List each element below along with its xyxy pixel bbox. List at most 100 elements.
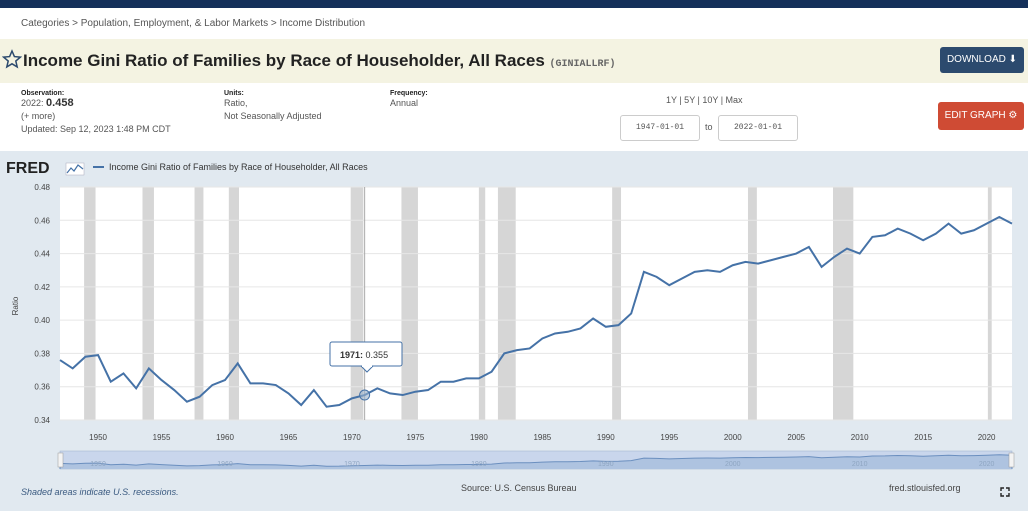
data-point[interactable] bbox=[553, 331, 558, 336]
data-point[interactable] bbox=[756, 261, 761, 266]
data-point[interactable] bbox=[616, 323, 621, 328]
data-point[interactable] bbox=[578, 326, 583, 331]
data-point[interactable] bbox=[629, 311, 634, 316]
data-point[interactable] bbox=[83, 354, 88, 359]
data-point[interactable] bbox=[286, 391, 291, 396]
recession-band bbox=[194, 187, 204, 420]
data-point[interactable] bbox=[108, 379, 113, 384]
data-point[interactable] bbox=[349, 396, 354, 401]
data-point[interactable] bbox=[781, 254, 786, 259]
data-point[interactable] bbox=[844, 246, 849, 251]
data-point[interactable] bbox=[413, 389, 418, 394]
data-point[interactable] bbox=[400, 393, 405, 398]
fullscreen-icon[interactable] bbox=[1000, 487, 1010, 497]
data-point[interactable] bbox=[667, 283, 672, 288]
data-point[interactable] bbox=[641, 269, 646, 274]
data-point[interactable] bbox=[388, 391, 393, 396]
navigator-left-handle[interactable] bbox=[57, 452, 64, 468]
data-point[interactable] bbox=[692, 269, 697, 274]
data-point[interactable] bbox=[70, 366, 75, 371]
data-point[interactable] bbox=[603, 324, 608, 329]
download-button[interactable]: DOWNLOAD ⬇ bbox=[940, 47, 1024, 73]
data-point[interactable] bbox=[819, 264, 824, 269]
data-point[interactable] bbox=[654, 274, 659, 279]
recession-note: Shaded areas indicate U.S. recessions. bbox=[21, 487, 179, 497]
y-tick-label: 0.42 bbox=[34, 283, 50, 292]
data-point[interactable] bbox=[806, 244, 811, 249]
data-point[interactable] bbox=[337, 403, 342, 408]
data-point[interactable] bbox=[730, 263, 735, 268]
data-point[interactable] bbox=[426, 388, 431, 393]
data-point[interactable] bbox=[324, 404, 329, 409]
data-point[interactable] bbox=[464, 376, 469, 381]
data-point[interactable] bbox=[870, 234, 875, 239]
data-point[interactable] bbox=[159, 378, 164, 383]
navigator-right-handle[interactable] bbox=[1008, 452, 1015, 468]
updated-text: Updated: Sep 12, 2023 1:48 PM CDT bbox=[21, 124, 171, 134]
site-link[interactable]: fred.stlouisfed.org bbox=[889, 483, 961, 493]
data-point[interactable] bbox=[261, 381, 266, 386]
data-point[interactable] bbox=[248, 381, 253, 386]
data-point[interactable] bbox=[832, 254, 837, 259]
data-point[interactable] bbox=[971, 228, 976, 233]
series-line[interactable] bbox=[59, 215, 1013, 408]
data-point[interactable] bbox=[933, 231, 938, 236]
range-links[interactable]: 1Y | 5Y | 10Y | Max bbox=[666, 95, 743, 105]
x-tick-label: 1985 bbox=[533, 433, 551, 442]
data-point[interactable] bbox=[921, 238, 926, 243]
data-point[interactable] bbox=[984, 221, 989, 226]
data-point[interactable] bbox=[705, 268, 710, 273]
data-point[interactable] bbox=[438, 379, 443, 384]
recession-band bbox=[987, 187, 992, 420]
data-point[interactable] bbox=[299, 403, 304, 408]
data-point[interactable] bbox=[591, 316, 596, 321]
start-date-input[interactable]: 1947-01-01 bbox=[620, 115, 700, 141]
data-point[interactable] bbox=[768, 258, 773, 263]
data-point[interactable] bbox=[527, 346, 532, 351]
more-link[interactable]: (+ more) bbox=[21, 111, 56, 121]
data-point[interactable] bbox=[451, 379, 456, 384]
data-point[interactable] bbox=[210, 383, 215, 388]
data-point[interactable] bbox=[565, 329, 570, 334]
breadcrumb[interactable]: Categories > Population, Employment, & L… bbox=[21, 18, 366, 29]
data-point[interactable] bbox=[743, 259, 748, 264]
data-point[interactable] bbox=[946, 221, 951, 226]
data-point[interactable] bbox=[1010, 221, 1015, 226]
data-point[interactable] bbox=[883, 233, 888, 238]
data-point[interactable] bbox=[718, 269, 723, 274]
line-chart[interactable]: FRED Income Gini Ratio of Families by Ra… bbox=[0, 151, 1028, 511]
y-tick-label: 0.44 bbox=[34, 250, 50, 259]
data-point[interactable] bbox=[857, 251, 862, 256]
star-icon[interactable] bbox=[2, 49, 22, 69]
data-point[interactable] bbox=[121, 371, 126, 376]
fred-logo-icon bbox=[65, 162, 85, 176]
data-point[interactable] bbox=[184, 399, 189, 404]
data-point[interactable] bbox=[134, 386, 139, 391]
data-point[interactable] bbox=[794, 251, 799, 256]
data-point[interactable] bbox=[895, 226, 900, 231]
data-point[interactable] bbox=[502, 351, 507, 356]
data-point[interactable] bbox=[273, 383, 278, 388]
data-point[interactable] bbox=[235, 361, 240, 366]
data-point[interactable] bbox=[959, 231, 964, 236]
data-point[interactable] bbox=[997, 214, 1002, 219]
data-point[interactable] bbox=[311, 388, 316, 393]
data-point[interactable] bbox=[514, 348, 519, 353]
end-date-input[interactable]: 2022-01-01 bbox=[718, 115, 798, 141]
data-point[interactable] bbox=[540, 336, 545, 341]
data-point[interactable] bbox=[476, 376, 481, 381]
navigator[interactable]: 1950 1960 1970 1980 1990 2000 2010 2020 bbox=[57, 450, 1015, 470]
x-tick-label: 2020 bbox=[978, 433, 996, 442]
data-point[interactable] bbox=[679, 276, 684, 281]
data-point[interactable] bbox=[172, 388, 177, 393]
units-block: Units: Ratio, Not Seasonally Adjusted bbox=[224, 90, 322, 123]
edit-graph-button[interactable]: EDIT GRAPH ⚙ bbox=[938, 102, 1024, 130]
data-point[interactable] bbox=[197, 394, 202, 399]
data-point[interactable] bbox=[375, 386, 380, 391]
data-point[interactable] bbox=[146, 366, 151, 371]
data-point[interactable] bbox=[489, 369, 494, 374]
data-point[interactable] bbox=[96, 353, 101, 358]
data-point[interactable] bbox=[58, 358, 63, 363]
data-point[interactable] bbox=[908, 231, 913, 236]
data-point[interactable] bbox=[223, 378, 228, 383]
